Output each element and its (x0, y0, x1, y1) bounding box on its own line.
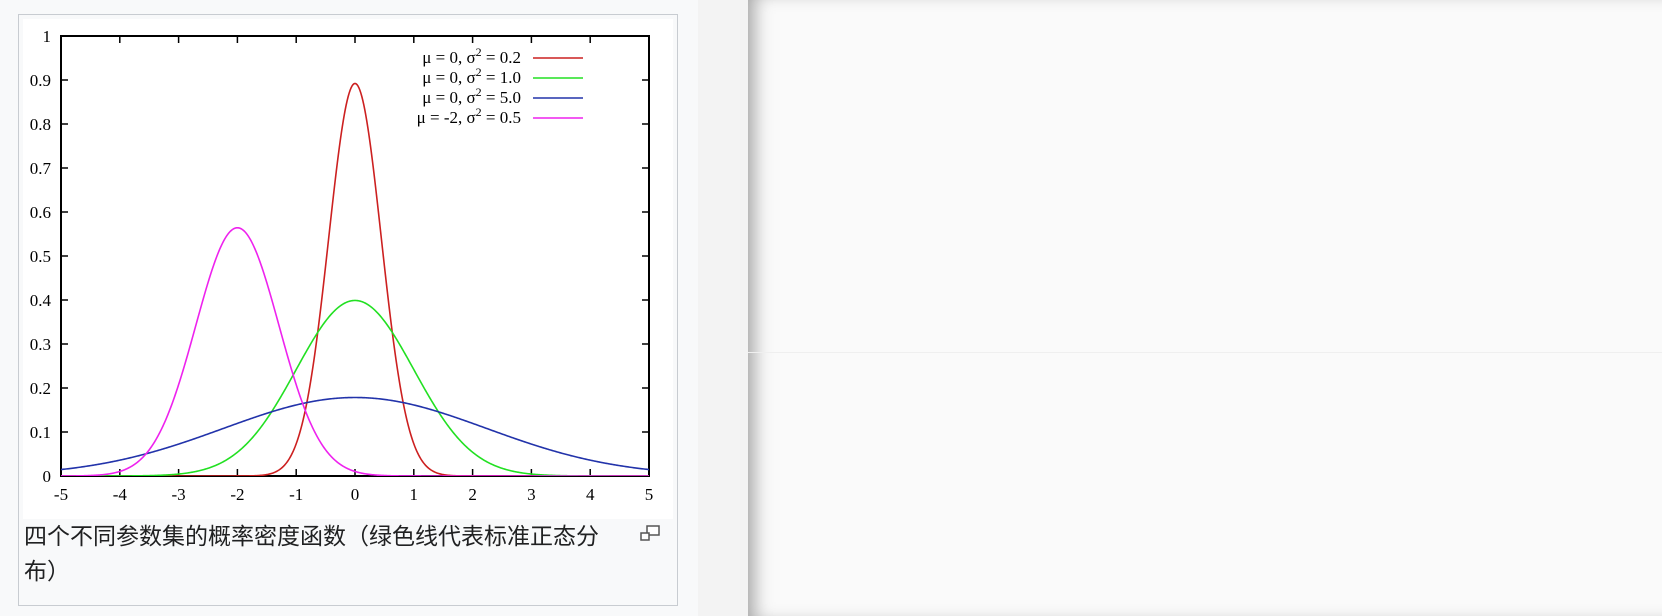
y-tick-label: 1 (43, 27, 52, 46)
series-line-3 (61, 396, 649, 471)
content-gutter (698, 0, 748, 616)
y-tick-label: 0.7 (30, 159, 52, 178)
legend-label-4: μ = -2, σ2 = 0.5 (417, 105, 521, 127)
x-tick-label: 3 (527, 485, 536, 504)
y-tick-label: 0.8 (30, 115, 51, 134)
y-tick-label: 0.6 (30, 203, 51, 222)
y-tick-label: 0 (43, 467, 52, 486)
chart-frame: -5 -4 -3 -2 -1 0 1 2 3 4 5 0 0.1 0.2 0.3 0.4 0.5 0.6 0.7 0.… (23, 19, 673, 519)
x-tick-label: -1 (289, 485, 303, 504)
y-tick-label: 0.1 (30, 423, 51, 442)
x-tick-label: -2 (230, 485, 244, 504)
x-tick-label: -4 (113, 485, 128, 504)
x-tick-label: 4 (586, 485, 595, 504)
magnify-clip-icon[interactable] (639, 525, 661, 543)
legend-label-1: μ = 0, σ2 = 0.2 (422, 45, 521, 67)
y-tick-label: 0.9 (30, 71, 51, 90)
x-tick-label: 1 (410, 485, 419, 504)
y-tick-label: 0.3 (30, 335, 51, 354)
figure-caption: 四个不同参数集的概率密度函数（绿色线代表标准正态分布） (24, 524, 599, 585)
legend-label-3: μ = 0, σ2 = 5.0 (422, 85, 521, 107)
plot-frame (60, 35, 650, 477)
series-line-4 (61, 226, 649, 476)
series-line-1 (61, 82, 649, 476)
y-tick-label: 0.5 (30, 247, 51, 266)
x-tick-label: 0 (351, 485, 360, 504)
y-tick-label: 0.2 (30, 379, 51, 398)
legend-label-2: μ = 0, σ2 = 1.0 (422, 65, 521, 87)
adjacent-pane (748, 0, 1662, 616)
normal-distribution-chart: -5 -4 -3 -2 -1 0 1 2 3 4 5 0 0.1 0.2 0.3 0.4 0.5 0.6 0.7 0.… (30, 27, 654, 504)
x-tick-label: -5 (54, 485, 68, 504)
x-tick-label: -3 (172, 485, 186, 504)
y-tick-label: 0.4 (30, 291, 52, 310)
pane-divider (748, 352, 1662, 353)
x-tick-label: 5 (645, 485, 654, 504)
figure-thumbnail: -5 -4 -3 -2 -1 0 1 2 3 4 5 0 0.1 0.2 0.3 0.4 0.5 0.6 0.7 0.… (18, 14, 678, 606)
x-tick-label: 2 (468, 485, 477, 504)
